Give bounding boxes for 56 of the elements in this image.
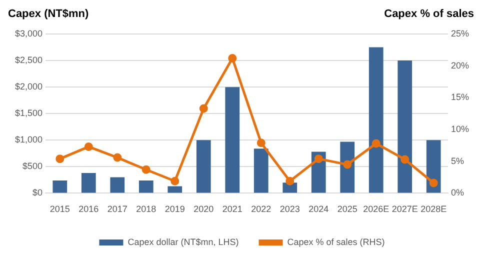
y-tick-label: $2,500 xyxy=(14,55,43,66)
x-tick-label: 2023 xyxy=(280,204,300,214)
x-tick-label: 2027E xyxy=(392,204,418,214)
bar xyxy=(254,148,268,193)
point xyxy=(199,104,208,113)
bar xyxy=(138,180,154,193)
x-tick-label: 2015 xyxy=(50,204,70,214)
bar xyxy=(110,177,125,193)
y-axis-title: Capex (NT$mn) xyxy=(8,8,89,20)
bar xyxy=(398,60,412,193)
x-tick-label: 2021 xyxy=(222,204,242,214)
point xyxy=(84,142,93,151)
y-tick-label: $0 xyxy=(32,188,43,198)
bar xyxy=(368,47,384,193)
bar xyxy=(81,173,96,193)
y2-tick-label: 5% xyxy=(450,156,464,166)
point xyxy=(170,176,180,186)
y2-tick-label: 0% xyxy=(450,188,464,198)
bar xyxy=(52,180,68,193)
point xyxy=(372,139,380,148)
point xyxy=(400,155,410,164)
legend-label: Capex % of sales (RHS) xyxy=(287,236,385,247)
x-tick-label: 2024 xyxy=(308,204,329,214)
y-tick-label: $3,000 xyxy=(14,28,43,38)
point xyxy=(343,160,352,169)
x-tick-label: 2020 xyxy=(194,204,214,214)
point xyxy=(429,178,438,188)
y2-axis-title: Capex % of sales xyxy=(384,8,474,20)
legend-label: Capex dollar (NT$mn, LHS) xyxy=(128,236,239,247)
y2-tick-label: 10% xyxy=(450,124,469,134)
y2-tick-label: 15% xyxy=(450,92,469,102)
bar xyxy=(196,140,211,193)
point xyxy=(314,154,323,164)
x-tick-label: 2026E xyxy=(363,204,390,214)
point xyxy=(256,138,266,148)
x-tick-label: 2019 xyxy=(164,204,185,214)
y-tick-label: $2,000 xyxy=(14,82,43,92)
y2-tick-label: 25% xyxy=(450,28,469,38)
x-tick-label: 2025 xyxy=(337,204,358,214)
point xyxy=(142,165,150,174)
y-tick-label: $1,500 xyxy=(14,108,43,118)
x-tick-label: 2022 xyxy=(251,204,272,214)
bar xyxy=(225,87,240,193)
point xyxy=(56,154,64,164)
point xyxy=(113,153,122,162)
x-tick-label: 2017 xyxy=(107,204,128,214)
x-tick-label: 2028E xyxy=(420,204,447,214)
bar xyxy=(168,186,182,193)
y2-tick-label: 20% xyxy=(450,60,469,70)
point xyxy=(286,176,294,186)
x-tick-label: 2018 xyxy=(136,204,156,214)
y-tick-label: $1,000 xyxy=(14,134,43,145)
y-tick-label: $500 xyxy=(22,161,43,172)
point xyxy=(228,54,237,62)
bar xyxy=(426,140,441,193)
x-tick-label: 2016 xyxy=(78,204,99,214)
